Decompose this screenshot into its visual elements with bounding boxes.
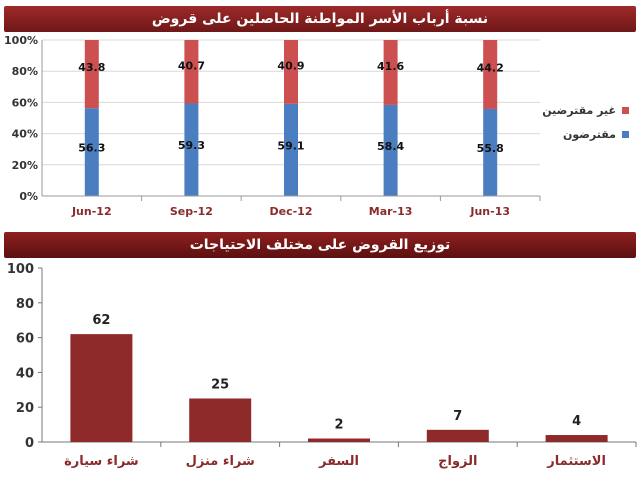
data-label: 56.3 (78, 142, 105, 155)
y-tick-label: 0% (19, 190, 38, 203)
bar-segment (383, 40, 398, 105)
chart-1-svg: 0% 20% 40% 60% 80% 100% 56.3 43.8 Jun-12 59.3 40.7… (4, 34, 629, 218)
y-tick-label: 20% (12, 159, 38, 172)
x-tick-label: السفر (318, 454, 359, 469)
data-label: 55.8 (477, 142, 504, 155)
data-label: 58.4 (377, 140, 404, 153)
bar (545, 435, 608, 442)
bar (70, 334, 133, 442)
x-tick-label: الاستثمار (546, 454, 606, 469)
y-tick-label: 100 (7, 262, 34, 277)
y-tick-label: 40 (16, 366, 34, 381)
bar (308, 438, 370, 442)
bar-segment (284, 103, 298, 196)
chart-2-svg: 0 20 40 60 80 100 62 شراء سيارة 25 شراء منزل 2 السف… (7, 262, 637, 469)
bar (189, 398, 252, 442)
bar-segment (84, 40, 99, 109)
bar (426, 429, 489, 442)
y-tick-label: 20 (16, 401, 34, 416)
data-label: 59.1 (277, 139, 304, 152)
x-tick-label: Sep-12 (170, 205, 213, 218)
data-label: 4 (572, 414, 581, 429)
legend-swatch (622, 107, 629, 114)
x-tick-label: Dec-12 (270, 205, 313, 218)
data-label: 62 (92, 313, 110, 328)
x-tick-label: Jun-13 (469, 205, 510, 218)
legend-label: مقترضون (563, 128, 616, 141)
data-label: 43.8 (78, 61, 105, 74)
y-tick-label: 40% (12, 128, 38, 141)
chart-1-panel: نسبة أرباب الأسر المواطنة الحاصلين على ق… (0, 0, 640, 228)
bar-segment (284, 40, 298, 104)
x-tick-label: Mar-13 (369, 205, 413, 218)
x-tick-label: شراء سيارة (64, 454, 139, 469)
legend-swatch (622, 131, 629, 138)
bar-segment (184, 103, 199, 196)
data-label: 40.7 (178, 59, 205, 72)
y-tick-label: 100% (4, 34, 38, 47)
y-tick-label: 60% (12, 96, 38, 109)
data-label: 44.2 (477, 62, 504, 75)
x-tick-label: الزواج (438, 454, 477, 469)
data-label: 25 (211, 378, 229, 393)
data-label: 59.3 (178, 139, 205, 152)
chart-2-panel: توزيع القروض على مختلف الاحتياجات 0 20 40 6… (0, 228, 640, 480)
bar-segment (184, 40, 199, 104)
y-tick-label: 60 (16, 332, 34, 347)
data-label: 41.6 (377, 60, 404, 73)
bar-segment (84, 108, 99, 196)
chart-2-title: توزيع القروض على مختلف الاحتياجات (4, 232, 636, 258)
x-tick-label: Jun-12 (71, 205, 112, 218)
data-label: 7 (453, 409, 462, 424)
x-tick-label: شراء منزل (186, 454, 255, 469)
bar-segment (483, 108, 498, 196)
chart-1-title: نسبة أرباب الأسر المواطنة الحاصلين على ق… (4, 6, 636, 32)
legend-label: غير مقترضين (542, 104, 616, 117)
bar-segment (483, 40, 498, 109)
y-tick-label: 80 (16, 297, 34, 312)
bar-segment (383, 104, 398, 196)
y-tick-label: 80% (12, 65, 38, 78)
y-tick-label: 0 (25, 436, 34, 451)
data-label: 2 (334, 418, 343, 433)
data-label: 40.9 (277, 60, 304, 73)
